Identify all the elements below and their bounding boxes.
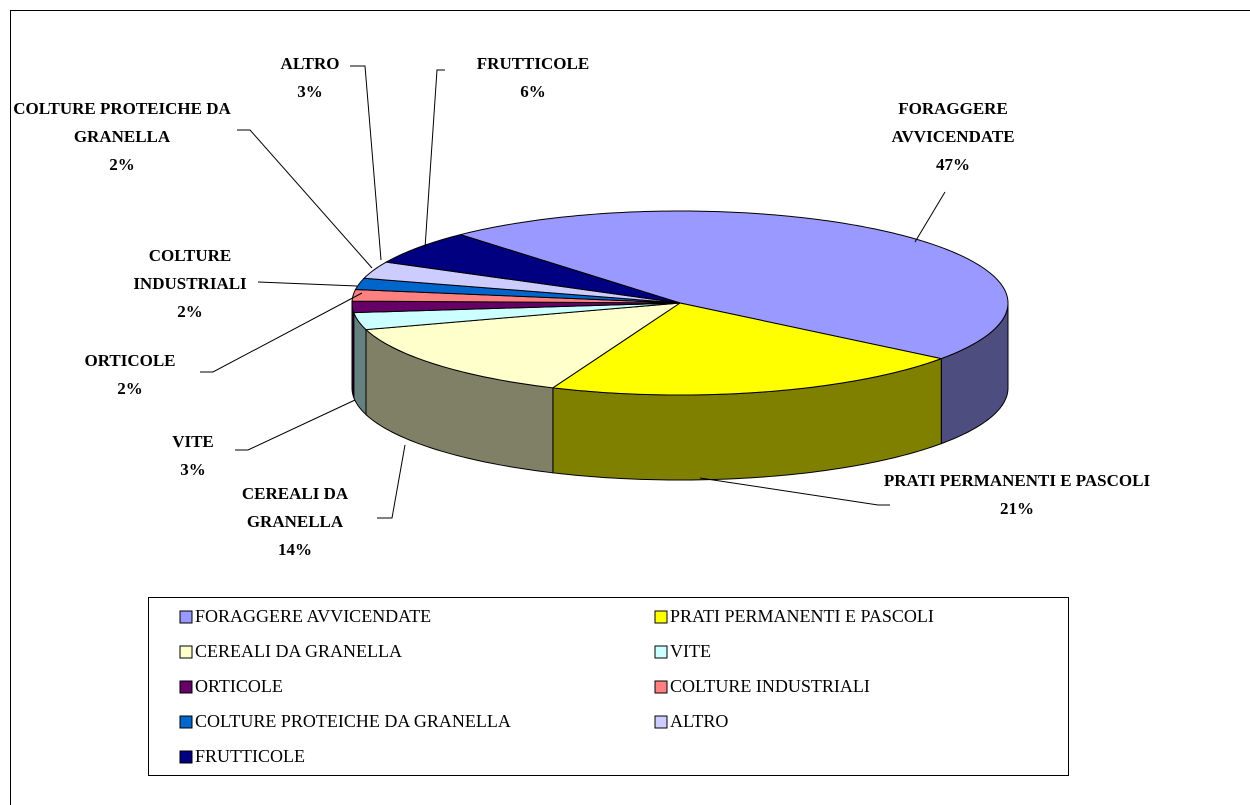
label-category: COLTURE INDUSTRIALI <box>133 246 247 293</box>
legend-swatch <box>654 645 668 659</box>
legend-label: ORTICOLE <box>195 676 283 696</box>
label-percent: 3% <box>297 82 323 101</box>
data-label: VITE 3% <box>158 428 228 484</box>
slice-side <box>351 302 355 398</box>
data-label: PRATI PERMANENTI E PASCOLI 21% <box>877 467 1157 523</box>
label-percent: 2% <box>177 302 203 321</box>
label-percent: 47% <box>936 155 970 174</box>
slice-top <box>384 234 681 304</box>
data-label: ALTRO 3% <box>270 50 350 106</box>
legend-label: COLTURE PROTEICHE DA GRANELLA <box>195 711 511 731</box>
label-percent: 2% <box>117 379 143 398</box>
label-category: CEREALI DA GRANELLA <box>241 484 349 531</box>
leader-line <box>237 129 373 269</box>
legend-label: COLTURE INDUSTRIALI <box>670 676 870 696</box>
legend-swatch <box>179 645 193 659</box>
data-label: ORTICOLE 2% <box>80 347 180 403</box>
legend-label: CEREALI DA GRANELLA <box>195 641 402 661</box>
legend-label: FORAGGERE AVVICENDATE <box>195 606 431 626</box>
label-category: ORTICOLE <box>84 351 176 370</box>
legend-label: VITE <box>670 641 711 661</box>
leader-line <box>699 477 890 506</box>
leader-line <box>350 65 382 261</box>
slice-top <box>458 210 1009 360</box>
leader-line <box>257 281 358 287</box>
label-category: ALTRO <box>280 54 340 73</box>
label-percent: 3% <box>180 460 206 479</box>
leader-line <box>377 444 406 519</box>
pie-tops <box>351 210 1009 396</box>
legend-label: FRUTTICOLE <box>195 746 305 766</box>
legend-swatch <box>654 715 668 729</box>
label-percent: 2% <box>109 155 135 174</box>
slice-top <box>364 302 681 389</box>
leader-line <box>235 399 356 451</box>
legend-swatch <box>179 680 193 694</box>
data-label: COLTURE INDUSTRIALI 2% <box>120 242 260 326</box>
legend-swatch <box>654 610 668 624</box>
legend-box <box>148 597 1069 776</box>
leader-line <box>200 292 363 373</box>
slice-top <box>353 302 681 331</box>
slice-top <box>551 302 944 396</box>
chart-frame <box>10 10 1250 805</box>
legend-label: PRATI PERMANENTI E PASCOLI <box>670 606 934 626</box>
data-label: FORAGGERE AVVICENDATE 47% <box>868 95 1038 179</box>
leader-line <box>914 191 946 243</box>
label-category: FRUTTICOLE <box>476 54 590 73</box>
legend-swatch <box>654 680 668 694</box>
label-category: COLTURE PROTEICHE DA GRANELLA <box>13 99 231 146</box>
label-category: VITE <box>172 432 214 451</box>
label-category: PRATI PERMANENTI E PASCOLI <box>883 471 1151 490</box>
data-label: COLTURE PROTEICHE DA GRANELLA 2% <box>0 95 247 179</box>
legend-label: ALTRO <box>670 711 728 731</box>
slice-top <box>362 261 681 304</box>
legend-swatch <box>179 750 193 764</box>
legend-swatch <box>179 610 193 624</box>
label-percent: 21% <box>1000 499 1034 518</box>
data-label: CEREALI DA GRANELLA 14% <box>225 480 365 564</box>
label-percent: 6% <box>520 82 546 101</box>
leader-line <box>424 69 445 249</box>
data-label: FRUTTICOLE 6% <box>448 50 618 106</box>
label-category: FORAGGERE AVVICENDATE <box>891 99 1015 146</box>
slice-top <box>351 300 681 314</box>
legend-swatch <box>179 715 193 729</box>
label-percent: 14% <box>278 540 312 559</box>
